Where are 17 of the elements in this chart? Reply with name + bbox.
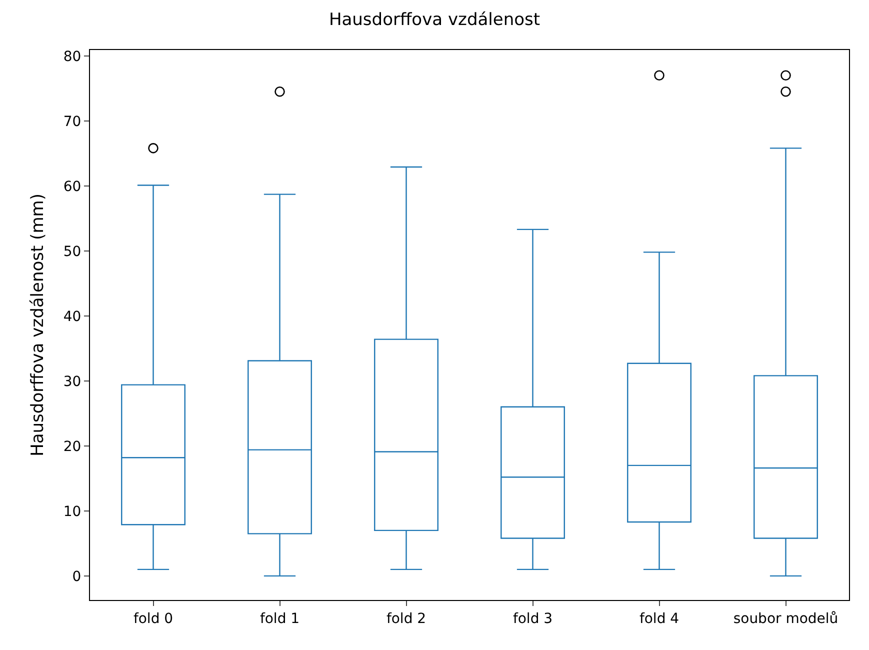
x-tick-label: fold 1: [260, 610, 300, 627]
y-tick-label: 20: [63, 438, 82, 455]
y-axis-title: Hausdorffova vzdálenost (mm): [28, 194, 48, 456]
y-tick-label: 70: [63, 114, 82, 130]
y-tick-label: 30: [63, 374, 82, 390]
y-tick-label: 50: [63, 244, 82, 260]
y-tick-label: 0: [72, 568, 82, 585]
x-tick-label: soubor modelů: [733, 610, 838, 627]
x-tick-label: fold 3: [512, 610, 553, 627]
y-tick-label: 10: [63, 504, 82, 520]
x-tick-label: fold 2: [386, 610, 426, 627]
x-tick-label: fold 4: [639, 610, 680, 627]
y-tick-label: 40: [63, 308, 82, 325]
chart-title: Hausdorffova vzdálenost: [328, 10, 540, 30]
y-tick-label: 60: [63, 178, 82, 195]
x-tick-label: fold 0: [133, 610, 174, 627]
y-tick-label: 80: [63, 48, 82, 65]
